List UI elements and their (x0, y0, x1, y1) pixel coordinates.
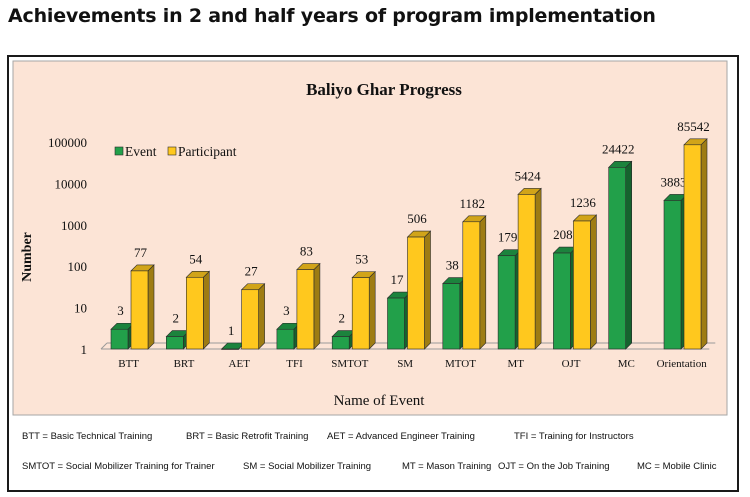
bar-participant (351, 277, 370, 350)
data-label-participant: 83 (300, 244, 313, 259)
y-tick-label: 100 (68, 259, 88, 274)
data-label-event: 17 (391, 272, 405, 287)
x-tick-label: Orientation (657, 358, 708, 370)
bar-event (663, 200, 682, 350)
bar-event (166, 336, 184, 350)
footnote-btt: BTT = Basic Technical Training (22, 431, 153, 442)
legend-label-participant: Participant (178, 144, 237, 159)
footnote-ojt: OJT = On the Job Training (498, 461, 610, 472)
bar-event (553, 252, 571, 350)
bar-event (387, 297, 405, 350)
bar-participant-side (590, 214, 597, 350)
y-axis-label: Number (20, 232, 35, 282)
data-label-participant: 506 (407, 211, 427, 226)
x-tick-label: MT (508, 358, 525, 370)
x-axis-label: Name of Event (334, 393, 426, 409)
bar-participant (186, 276, 204, 350)
bar-participant-side (368, 270, 376, 350)
bar-participant (517, 194, 536, 350)
x-tick-label: MC (618, 358, 635, 370)
bar-participant (573, 220, 591, 350)
legend-swatch-participant (167, 146, 177, 156)
y-tick-label: 1000 (61, 218, 87, 233)
x-tick-label: SMTOT (331, 358, 368, 370)
bar-participant (407, 236, 425, 350)
bar-participant-side (424, 230, 431, 350)
bar-participant-side (203, 270, 210, 350)
data-label-participant: 54 (189, 251, 203, 266)
y-tick-label: 1 (81, 342, 88, 357)
x-tick-label: OJT (562, 358, 581, 370)
data-label-event: 3 (283, 303, 290, 318)
y-tick-label: 100000 (48, 135, 87, 150)
bar-event (497, 255, 516, 350)
y-tick-label: 10 (74, 301, 87, 316)
bar-participant (683, 144, 702, 350)
data-label-event: 179 (498, 230, 518, 245)
data-label-participant: 53 (355, 252, 368, 267)
chart-svg: Baliyo Ghar Progress 1 10 100 1000 10000 10000… (12, 60, 728, 416)
data-label-event: 2 (338, 311, 345, 326)
bar-participant-side (700, 138, 708, 350)
bar-participant-side (313, 262, 321, 350)
footnote-sm: SM = Social Mobilizer Training (243, 461, 372, 472)
legend-label-event: Event (125, 144, 157, 159)
bar-participant-side (479, 215, 487, 350)
bar-participant-side (258, 283, 265, 350)
bar-participant (462, 221, 481, 350)
floor-edge (100, 342, 108, 350)
footnote-tfi: TFI = Training for Instructors (514, 431, 634, 442)
plot-panel (12, 60, 728, 416)
bar-event (276, 328, 295, 350)
x-tick-label: TFI (286, 358, 303, 370)
x-tick-label: MTOT (445, 358, 476, 370)
data-label-event: 24422 (602, 141, 635, 156)
bar-event (608, 167, 627, 350)
data-label-event: 3883 (661, 174, 687, 189)
chart-title: Baliyo Ghar Progress (306, 80, 462, 99)
y-tick-label: 10000 (55, 176, 88, 191)
data-label-participant: 5424 (515, 168, 542, 183)
page-heading: Achievements in 2 and half years of prog… (8, 5, 656, 27)
bar-event (442, 283, 461, 350)
data-label-participant: 27 (245, 264, 259, 279)
footnote-mc: MC = Mobile Clinic (637, 461, 717, 472)
bar-participant (241, 289, 259, 350)
data-label-event: 1 (228, 323, 235, 338)
footnote-brt: BRT = Basic Retrofit Training (186, 431, 309, 442)
data-label-participant: 77 (134, 245, 148, 260)
bar-event (221, 348, 239, 350)
data-label-event: 38 (446, 258, 459, 273)
data-label-participant: 1182 (460, 196, 486, 211)
x-tick-label: SM (397, 358, 413, 370)
chart-frame: Baliyo Ghar Progress 1 10 100 1000 10000 10000… (7, 55, 739, 492)
footnote-smtot: SMTOT = Social Mobilizer Training for Tr… (22, 461, 215, 472)
x-tick-label: AET (229, 358, 251, 370)
bar-participant-side (147, 264, 155, 350)
footnote-mt: MT = Mason Training (402, 461, 492, 472)
x-tick-label: BTT (118, 358, 139, 370)
data-label-event: 3 (117, 303, 124, 318)
bar-participant (130, 270, 149, 350)
bar-event (110, 328, 129, 350)
data-label-event: 2 (173, 311, 180, 326)
bar-participant-side (534, 187, 542, 350)
data-label-participant: 85542 (677, 119, 710, 134)
bar-event-side (625, 160, 633, 350)
bar-participant (296, 269, 315, 350)
data-label-event: 208 (553, 227, 573, 242)
x-tick-label: BRT (174, 358, 195, 370)
bar-event (331, 336, 350, 350)
legend-swatch-event (114, 146, 124, 156)
data-label-participant: 1236 (570, 195, 597, 210)
footnote-aet: AET = Advanced Engineer Training (327, 431, 475, 442)
